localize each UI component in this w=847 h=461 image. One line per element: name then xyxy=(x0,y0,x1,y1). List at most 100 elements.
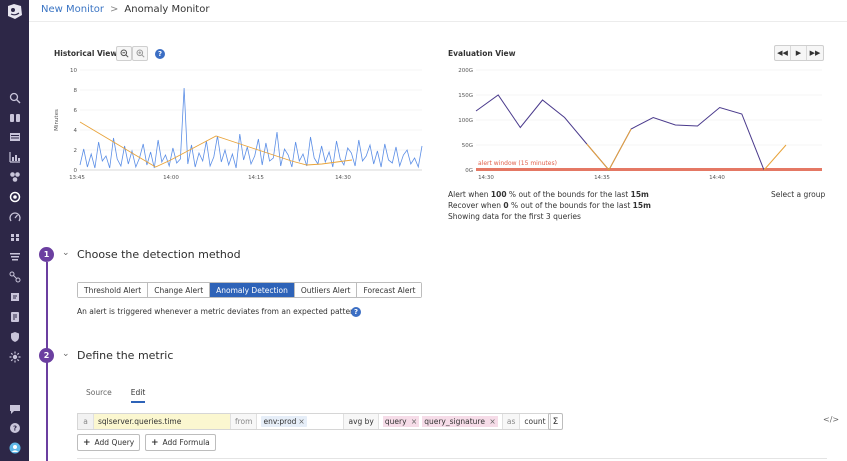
series-line-recovery xyxy=(763,144,787,171)
integrations-icon[interactable] xyxy=(8,170,21,183)
series-line-anomaly xyxy=(586,128,632,171)
remove-tag-icon[interactable]: × xyxy=(298,417,305,426)
network-icon[interactable] xyxy=(8,270,21,283)
section-divider xyxy=(77,458,827,459)
group-by-chip-label: query xyxy=(384,417,407,426)
y-tick-label: 4 xyxy=(74,128,78,134)
step-2-badge: 2 xyxy=(39,348,54,363)
svg-text:?: ? xyxy=(12,424,16,432)
y-tick-label: 100G xyxy=(458,118,473,124)
monitors-icon[interactable] xyxy=(8,190,21,203)
fast-forward-icon[interactable]: ▶▶ xyxy=(809,49,821,57)
play-icon[interactable]: ▶ xyxy=(791,46,807,60)
series-line-orange xyxy=(79,121,353,168)
method-help-icon[interactable]: ? xyxy=(351,307,361,317)
evaluation-chart[interactable]: 0G 50G 100G 150G 200G alert window (15 minute… xyxy=(446,64,826,184)
add-formula-button[interactable]: + Add Formula xyxy=(145,434,216,451)
threshold-alert-button[interactable]: Threshold Alert xyxy=(78,283,149,297)
tab-source[interactable]: Source xyxy=(86,388,112,397)
anomaly-detection-button[interactable]: Anomaly Detection xyxy=(210,283,295,297)
chevron-down-icon[interactable]: ⌄ xyxy=(62,349,70,359)
synthetics-icon[interactable] xyxy=(8,310,21,323)
breadcrumb-current: Anomaly Monitor xyxy=(124,3,210,15)
x-tick-label: 14:30 xyxy=(335,175,351,181)
from-label: from xyxy=(231,414,258,429)
alert-band xyxy=(476,168,822,171)
apm-icon[interactable] xyxy=(8,210,21,223)
y-tick-label: 6 xyxy=(74,108,78,114)
rewind-icon[interactable]: ◀◀ xyxy=(775,46,791,60)
group-by-chip[interactable]: query_signature × xyxy=(422,416,498,427)
alert-condition-text: Alert when 100 % out of the bounds for t… xyxy=(448,190,649,199)
help-circle-icon[interactable]: ? xyxy=(8,421,21,434)
group-by-chip[interactable]: query × xyxy=(382,416,420,427)
x-tick-label: 14:00 xyxy=(163,175,179,181)
x-tick-label: 14:35 xyxy=(594,175,610,181)
change-alert-button[interactable]: Change Alert xyxy=(148,283,211,297)
search-icon[interactable] xyxy=(8,91,21,104)
historical-help-icon[interactable]: ? xyxy=(155,49,165,59)
zoom-in-icon[interactable] xyxy=(132,46,148,61)
y-tick-label: 150G xyxy=(458,93,473,99)
chat-icon[interactable] xyxy=(8,402,21,415)
historical-view-title: Historical View xyxy=(54,49,118,58)
metric-name-input[interactable]: sqlserver.queries.time xyxy=(94,414,231,429)
code-icon[interactable]: </> xyxy=(823,415,840,424)
x-tick-label: 14:30 xyxy=(478,175,494,181)
metric-tabs: Source Edit xyxy=(86,388,146,403)
query-letter[interactable]: a xyxy=(78,414,94,429)
security-icon[interactable] xyxy=(8,330,21,343)
breadcrumb-new-monitor-link[interactable]: New Monitor xyxy=(41,3,105,15)
step-1-title[interactable]: Choose the detection method xyxy=(77,248,241,261)
tag-chip-label: env:prod xyxy=(263,417,297,426)
binoculars-icon[interactable] xyxy=(8,110,21,123)
remove-group-icon[interactable]: × xyxy=(489,417,496,426)
x-tick-label: 14:40 xyxy=(709,175,725,181)
series-line-blue xyxy=(79,87,423,169)
forecast-alert-button[interactable]: Forecast Alert xyxy=(357,283,422,297)
zoom-out-icon[interactable] xyxy=(116,46,132,61)
showing-data-text: Showing data for the first 3 queries xyxy=(448,212,581,221)
x-tick-label: 14:15 xyxy=(248,175,264,181)
user-avatar-icon[interactable] xyxy=(8,441,21,454)
tab-edit[interactable]: Edit xyxy=(130,388,146,403)
datadog-logo-icon[interactable] xyxy=(5,3,24,20)
rum-icon[interactable] xyxy=(8,290,21,303)
y-tick-label: 2 xyxy=(74,148,78,154)
recover-condition-text: Recover when 0 % out of the bounds for t… xyxy=(448,201,651,210)
y-tick-label: 0 xyxy=(74,168,78,174)
add-query-button[interactable]: + Add Query xyxy=(77,434,141,451)
historical-chart[interactable]: Minutes 0 2 4 6 8 10 13:45 14:00 14:15 14:30 xyxy=(52,64,426,184)
outliers-alert-button[interactable]: Outliers Alert xyxy=(294,283,358,297)
tag-chip[interactable]: env:prod × xyxy=(261,416,307,427)
header-divider xyxy=(29,21,847,22)
infrastructure-icon[interactable] xyxy=(8,150,21,163)
notebooks-icon[interactable] xyxy=(8,230,21,243)
group-by-input[interactable]: query × query_signature × xyxy=(379,414,503,429)
aggregation-select[interactable]: avg by xyxy=(344,414,379,429)
method-description: An alert is triggered whenever a metric … xyxy=(77,307,361,316)
step-2-title[interactable]: Define the metric xyxy=(77,349,174,362)
chevron-down-icon[interactable]: ⌄ xyxy=(62,248,70,258)
y-axis-label: Minutes xyxy=(54,109,60,131)
y-tick-label: 200G xyxy=(458,68,473,74)
alert-window-label: alert window (15 minutes) xyxy=(478,160,557,167)
x-tick-label: 13:45 xyxy=(69,175,85,181)
settings-icon[interactable] xyxy=(8,350,21,363)
logs-icon[interactable] xyxy=(8,250,21,263)
query-row: a sqlserver.queries.time from env:prod × … xyxy=(77,413,551,430)
group-by-chip-label: query_signature xyxy=(424,417,485,426)
as-count-select[interactable]: count xyxy=(524,417,546,426)
select-group-link[interactable]: Select a group xyxy=(771,190,826,199)
y-tick-label: 0G xyxy=(465,168,473,174)
sigma-function-icon[interactable]: Σ xyxy=(548,413,563,430)
dashboards-icon[interactable] xyxy=(8,130,21,143)
plus-icon: + xyxy=(83,437,91,448)
y-tick-label: 10 xyxy=(70,68,77,74)
from-tag-input[interactable]: env:prod × xyxy=(257,414,345,429)
detection-method-toggle: Threshold Alert Change Alert Anomaly Det… xyxy=(77,282,423,298)
plus-icon: + xyxy=(151,437,159,448)
remove-group-icon[interactable]: × xyxy=(410,417,418,426)
series-line-eval xyxy=(475,94,765,171)
